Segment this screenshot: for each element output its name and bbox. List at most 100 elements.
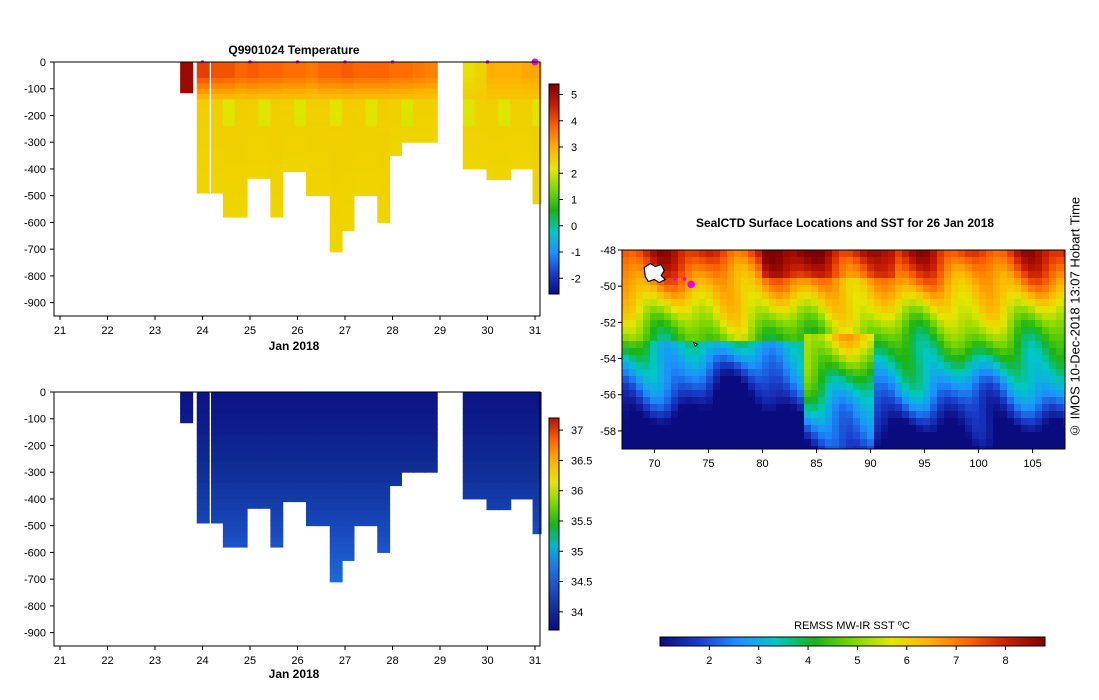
sst-cell <box>1035 327 1043 335</box>
temperature-cell <box>211 110 224 116</box>
latitude-tick-label: -54 <box>600 354 616 366</box>
sst-cell <box>874 264 882 272</box>
sst-cell <box>916 278 924 286</box>
sst-cell <box>944 278 952 286</box>
temperature-cell <box>365 99 379 106</box>
colorbar-band <box>549 565 559 567</box>
sst-cell <box>699 439 707 447</box>
sst-cell <box>888 320 896 328</box>
sst-cell <box>916 250 924 258</box>
sst-cell <box>930 369 938 377</box>
colorbar-band <box>549 460 559 462</box>
sst-cell <box>1000 355 1008 363</box>
salinity-cell <box>329 568 343 575</box>
salinity-cell <box>412 440 426 446</box>
sst-cell <box>748 369 756 377</box>
sst-cell <box>734 334 742 342</box>
temperature-cell <box>196 120 210 127</box>
salinity-cell <box>234 493 248 500</box>
temperature-cell <box>317 115 331 122</box>
temperature-cell <box>389 62 402 68</box>
colorbar-tick-label: 5 <box>854 655 860 667</box>
sst-cell <box>958 313 966 321</box>
sst-cell <box>1063 285 1066 293</box>
temperature-cell <box>377 83 391 90</box>
colorbar-band <box>549 178 559 180</box>
salinity-cell <box>246 456 260 463</box>
sst-cell <box>937 362 945 370</box>
colorbar-band <box>1011 637 1013 646</box>
temperature-cell <box>424 120 438 127</box>
sst-cell <box>1007 355 1015 363</box>
colorbar-band <box>695 637 697 646</box>
sst-cell <box>685 285 693 293</box>
salinity-cell <box>401 450 414 457</box>
sst-cell <box>664 446 672 450</box>
salinity-cell <box>222 408 236 414</box>
salinity-cell <box>294 434 307 441</box>
sst-cell <box>762 404 770 412</box>
sst-cell <box>622 418 630 426</box>
temperature-cell <box>329 115 343 122</box>
salinity-cell <box>365 445 379 452</box>
temperature-x-axis-label: Jan 2018 <box>269 339 320 353</box>
sst-cell <box>846 390 854 398</box>
sst-cell <box>965 257 973 265</box>
salinity-cell <box>365 429 379 436</box>
temperature-cell <box>258 99 272 106</box>
colorbar-band <box>549 452 559 454</box>
sst-cell <box>958 327 966 335</box>
temperature-cell <box>341 62 355 68</box>
sst-cell <box>1014 397 1022 405</box>
salinity-cell <box>234 520 248 527</box>
sst-cell <box>734 320 742 328</box>
salinity-cell <box>401 429 414 436</box>
sst-cell <box>804 327 812 335</box>
temperature-cell <box>270 94 284 100</box>
sst-cell <box>650 320 658 328</box>
sst-cell <box>979 355 987 363</box>
temperature-cell <box>510 142 524 149</box>
sst-cell <box>713 313 721 321</box>
sst-cell <box>692 320 700 328</box>
temperature-cell <box>196 67 210 74</box>
salinity-cell <box>329 493 343 500</box>
temperature-cell <box>412 110 426 116</box>
salinity-cell <box>341 461 355 468</box>
sst-cell <box>937 264 945 272</box>
salinity-cell <box>306 520 319 527</box>
sst-cell <box>776 348 784 356</box>
sst-cell <box>699 341 707 349</box>
temperature-cell <box>317 62 331 68</box>
sst-cell <box>951 264 959 272</box>
colorbar-band <box>734 637 736 646</box>
sst-cell <box>804 383 812 391</box>
colorbar-band <box>549 516 559 518</box>
sst-cell <box>1056 376 1064 384</box>
colorbar-band <box>549 130 559 132</box>
sst-cell <box>650 383 658 391</box>
sst-cell <box>1049 348 1057 356</box>
temperature-cell <box>486 158 500 165</box>
sst-cell <box>713 341 721 349</box>
temperature-cell <box>294 83 307 90</box>
colorbar-band <box>549 289 559 291</box>
colorbar-band <box>549 137 559 139</box>
sst-cell <box>1042 334 1050 342</box>
sst-cell <box>776 383 784 391</box>
salinity-cell <box>341 477 355 484</box>
sst-cell <box>867 341 875 349</box>
temperature-cell <box>196 115 210 122</box>
sst-cell <box>846 299 854 307</box>
sst-cell <box>804 271 812 279</box>
sst-cell <box>713 334 721 342</box>
temperature-cell <box>474 120 488 127</box>
temperature-cell <box>306 147 319 154</box>
colorbar-band <box>893 637 895 646</box>
sst-cell <box>804 341 812 349</box>
sst-cell <box>797 446 805 450</box>
sst-cell <box>734 306 742 314</box>
salinity-cell <box>510 472 524 479</box>
sst-cell <box>685 446 693 450</box>
sst-cell <box>1042 306 1050 314</box>
